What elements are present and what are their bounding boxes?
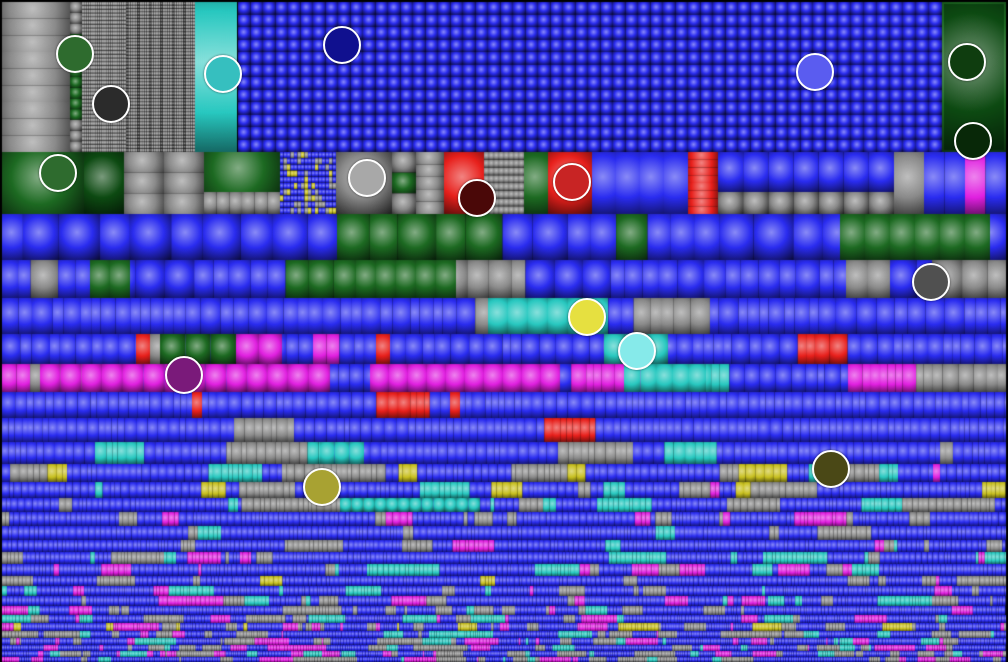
color-marker-green-2[interactable] [39, 154, 77, 192]
color-marker-purple[interactable] [165, 356, 203, 394]
color-marker-light-cyan[interactable] [618, 332, 656, 370]
color-marker-charcoal[interactable] [92, 85, 130, 123]
color-marker-maroon[interactable] [458, 179, 496, 217]
color-marker-periwinkle[interactable] [796, 53, 834, 91]
color-marker-dark-green[interactable] [948, 43, 986, 81]
color-marker-gray[interactable] [912, 263, 950, 301]
color-marker-green[interactable] [56, 35, 94, 73]
color-marker-yellow[interactable] [568, 298, 606, 336]
color-marker-deep-green[interactable] [954, 122, 992, 160]
color-marker-olive-yellow[interactable] [303, 468, 341, 506]
color-marker-red[interactable] [553, 163, 591, 201]
color-marker-light-gray[interactable] [348, 159, 386, 197]
color-marker-olive[interactable] [812, 450, 850, 488]
color-marker-navy[interactable] [323, 26, 361, 64]
color-marker-teal[interactable] [204, 55, 242, 93]
